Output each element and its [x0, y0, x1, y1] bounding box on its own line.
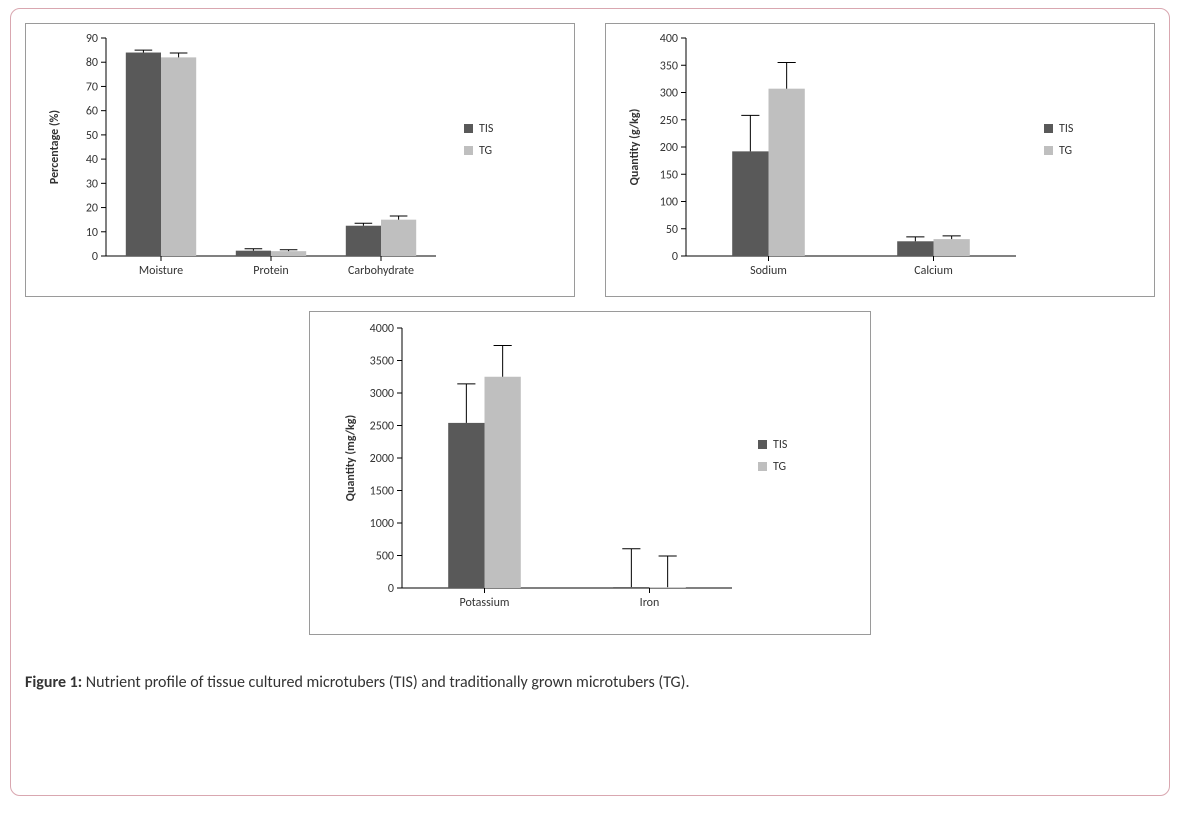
svg-text:250: 250: [660, 114, 678, 128]
svg-text:Potassium: Potassium: [460, 596, 510, 610]
chart-percentage: 0 10 20 30 40 50 60 70 80 90 Percentage (%) Moistur…: [25, 23, 575, 297]
middle-row: 0 500 1000 1500 2000 2500 3000 3500 4000 Quantity…: [25, 297, 1155, 635]
svg-text:Protein: Protein: [253, 264, 288, 278]
top-row: 0 10 20 30 40 50 60 70 80 90 Percentage (%) Moistur…: [25, 23, 1155, 297]
svg-text:90: 90: [86, 32, 98, 46]
svg-text:2000: 2000: [370, 452, 394, 466]
svg-text:Iron: Iron: [640, 596, 660, 610]
svg-text:3500: 3500: [370, 355, 394, 369]
svg-text:Quantity (mg/kg): Quantity (mg/kg): [344, 415, 358, 501]
svg-text:50: 50: [666, 223, 678, 237]
svg-text:TIS: TIS: [773, 438, 788, 452]
svg-text:0: 0: [388, 582, 394, 596]
svg-text:1000: 1000: [370, 517, 394, 531]
svg-text:0: 0: [672, 250, 678, 264]
svg-text:200: 200: [660, 141, 678, 155]
svg-text:4000: 4000: [370, 322, 394, 336]
svg-text:20: 20: [86, 202, 98, 216]
svg-text:Calcium: Calcium: [914, 264, 953, 278]
svg-text:70: 70: [86, 80, 98, 94]
svg-text:1500: 1500: [370, 485, 394, 499]
svg-text:100: 100: [660, 196, 678, 210]
svg-text:TIS: TIS: [1059, 122, 1074, 136]
svg-text:40: 40: [86, 153, 98, 167]
chart-quantity-gkg: 0 50 100 150 200 250 300 350 400 Quantity (g/kg) S…: [605, 23, 1155, 297]
svg-text:30: 30: [86, 177, 98, 191]
svg-text:300: 300: [660, 87, 678, 101]
svg-text:10: 10: [86, 226, 98, 240]
svg-text:Quantity (g/kg): Quantity (g/kg): [628, 109, 642, 186]
svg-text:TG: TG: [479, 144, 492, 158]
svg-text:Moisture: Moisture: [139, 264, 183, 278]
svg-text:Percentage (%): Percentage (%): [48, 110, 62, 184]
svg-text:350: 350: [660, 59, 678, 73]
svg-text:Carbohydrate: Carbohydrate: [348, 264, 414, 278]
chart-quantity-mgkg: 0 500 1000 1500 2000 2500 3000 3500 4000 Quantity…: [309, 311, 871, 635]
svg-text:80: 80: [86, 56, 98, 70]
figure-caption: Figure 1: Nutrient profile of tissue cul…: [25, 673, 1155, 692]
svg-text:400: 400: [660, 32, 678, 46]
caption-prefix: Figure 1:: [25, 673, 82, 692]
svg-text:Sodium: Sodium: [750, 264, 787, 278]
svg-text:150: 150: [660, 168, 678, 182]
svg-text:TG: TG: [773, 460, 786, 474]
svg-text:TIS: TIS: [479, 122, 494, 136]
svg-text:0: 0: [92, 250, 98, 264]
svg-text:3000: 3000: [370, 387, 394, 401]
svg-text:50: 50: [86, 129, 98, 143]
svg-text:500: 500: [376, 550, 394, 564]
svg-text:TG: TG: [1059, 144, 1072, 158]
svg-text:60: 60: [86, 105, 98, 119]
figure-frame: 0 10 20 30 40 50 60 70 80 90 Percentage (%) Moistur…: [10, 8, 1170, 796]
caption-text: Nutrient profile of tissue cultured micr…: [82, 673, 689, 692]
svg-text:2500: 2500: [370, 420, 394, 434]
